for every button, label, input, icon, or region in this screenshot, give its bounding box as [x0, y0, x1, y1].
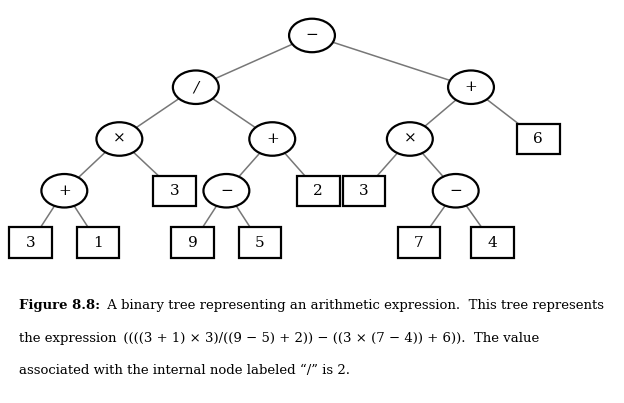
Ellipse shape: [433, 174, 479, 208]
Text: −: −: [449, 184, 462, 198]
Ellipse shape: [97, 122, 142, 156]
Ellipse shape: [203, 174, 250, 208]
Ellipse shape: [173, 71, 219, 104]
Bar: [397, 227, 441, 258]
Text: 7: 7: [414, 235, 424, 249]
Text: A binary tree representing an arithmetic expression.  This tree represents: A binary tree representing an arithmetic…: [103, 299, 604, 312]
Text: ×: ×: [404, 132, 416, 146]
Bar: [77, 227, 119, 258]
Text: /: /: [193, 80, 198, 94]
Bar: [343, 176, 386, 206]
Text: 5: 5: [255, 235, 265, 249]
Text: associated with the internal node labeled “/” is 2.: associated with the internal node labele…: [19, 364, 349, 377]
Text: +: +: [266, 132, 279, 146]
Text: ×: ×: [113, 132, 126, 146]
Text: 3: 3: [359, 184, 369, 198]
Text: −: −: [306, 29, 318, 42]
Ellipse shape: [387, 122, 433, 156]
Ellipse shape: [448, 71, 494, 104]
Bar: [9, 227, 52, 258]
Text: 6: 6: [534, 132, 543, 146]
Text: −: −: [220, 184, 233, 198]
Text: 4: 4: [487, 235, 497, 249]
Ellipse shape: [41, 174, 87, 208]
Bar: [238, 227, 281, 258]
Bar: [153, 176, 196, 206]
Ellipse shape: [289, 19, 335, 52]
Bar: [172, 227, 214, 258]
Text: 3: 3: [26, 235, 36, 249]
Bar: [517, 124, 560, 154]
Bar: [471, 227, 514, 258]
Text: 3: 3: [170, 184, 179, 198]
Text: +: +: [465, 80, 477, 94]
Ellipse shape: [250, 122, 295, 156]
Text: 9: 9: [188, 235, 198, 249]
Text: 2: 2: [313, 184, 323, 198]
Text: +: +: [58, 184, 71, 198]
Text: the expression  ((((3 + 1) × 3)/((9 − 5) + 2)) − ((3 × (7 − 4)) + 6)).  The valu: the expression ((((3 + 1) × 3)/((9 − 5) …: [19, 332, 539, 345]
Text: Figure 8.8:: Figure 8.8:: [19, 299, 100, 312]
Bar: [297, 176, 339, 206]
Text: 1: 1: [93, 235, 103, 249]
